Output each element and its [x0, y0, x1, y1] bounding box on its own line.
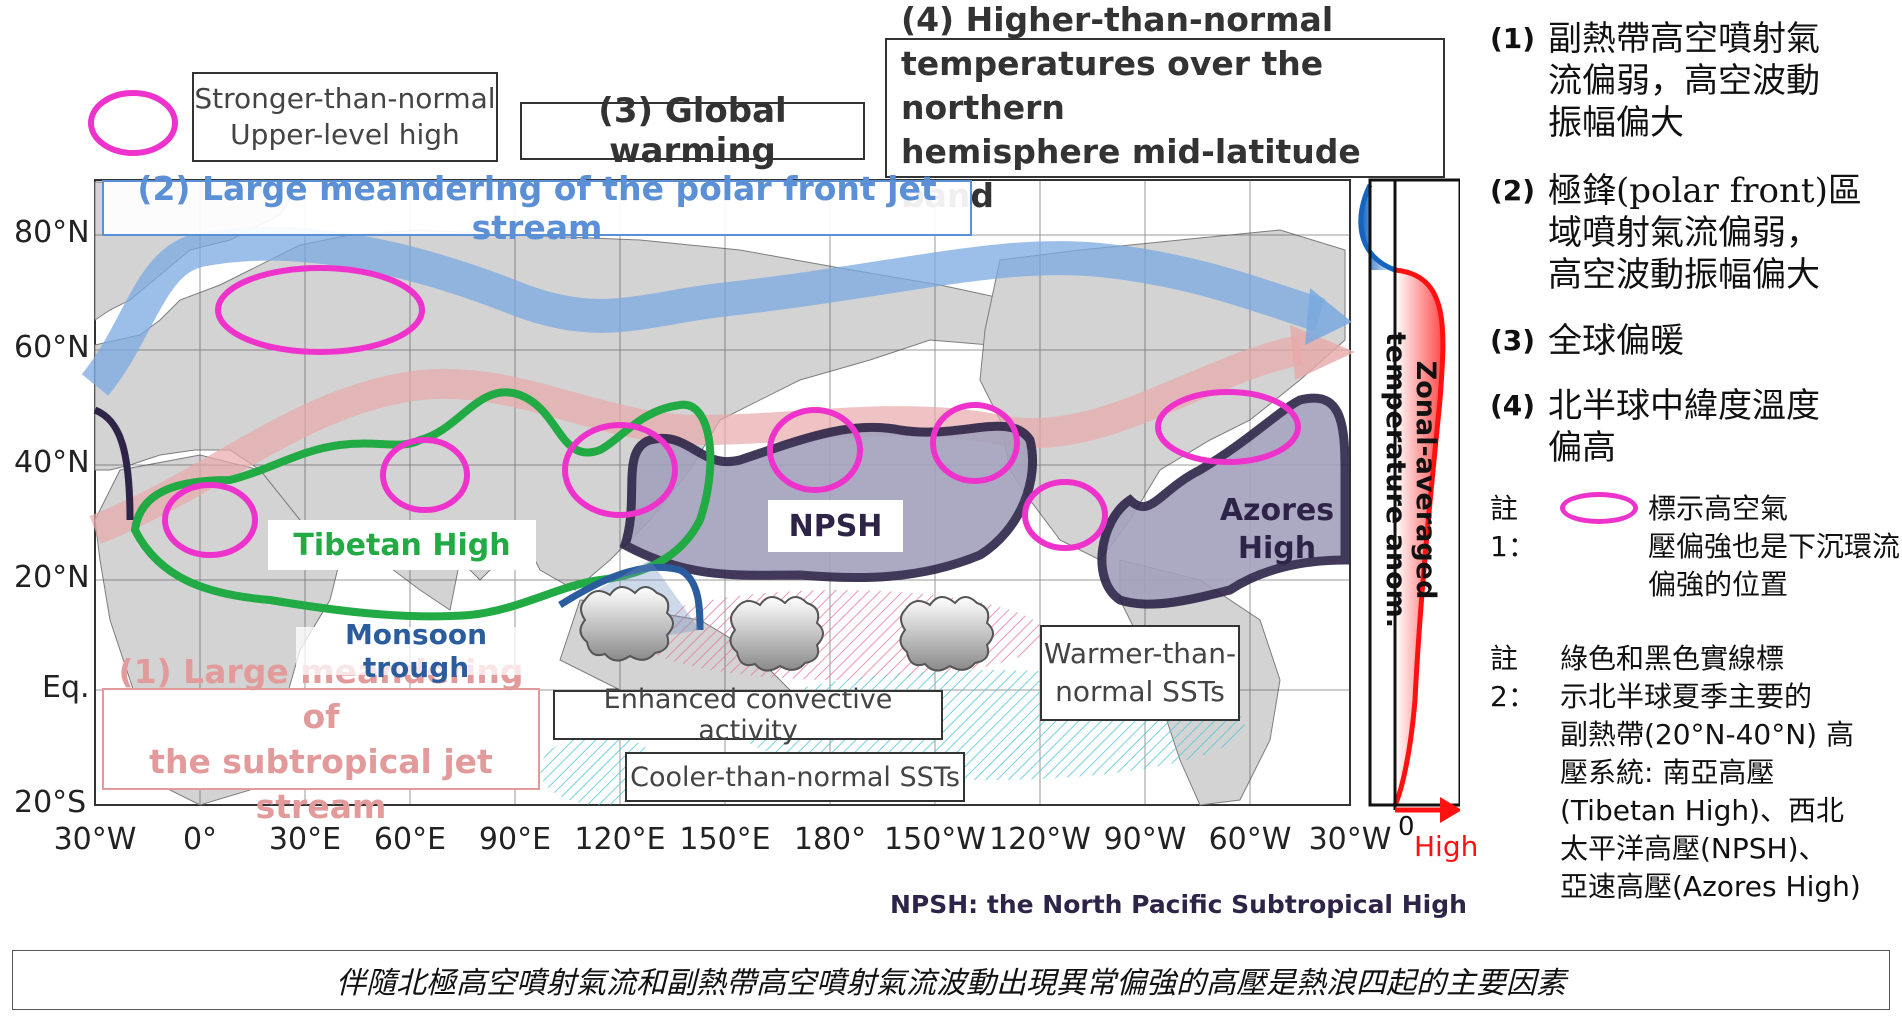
lon-label: 150°W [884, 822, 986, 857]
item-1-text: 副熱帶高空噴射氣 流偏弱，高空波動 振幅偏大 [1548, 19, 1820, 143]
high-marker-north-africa [162, 482, 258, 558]
right-panel-item-1: (1) 副熱帶高空噴射氣 流偏弱，高空波動 振幅偏大 [1490, 18, 1820, 144]
note-2: 註2： 綠色和黑色實線標 示北半球夏季主要的 副熱帶(20°N-40°N) 高 … [1490, 640, 1861, 906]
lat-label: 60°N [14, 330, 90, 365]
profile-axis-title-text: Zonal-averaged temperature anom. [1380, 331, 1441, 629]
right-panel-item-3: (3) 全球偏暖 [1490, 320, 1684, 362]
cooler-sst-box: Cooler-than-normal SSTs [625, 752, 965, 802]
item-2-text: 極鋒(polar front)區 域噴射氣流偏弱， 高空波動振幅偏大 [1548, 171, 1862, 295]
tibetan-high-text: Tibetan High [293, 527, 511, 563]
profile-high-arrowhead [1440, 797, 1460, 823]
lat-label: 20°N [14, 560, 90, 595]
note-2-label: 註2： [1490, 642, 1536, 713]
legend-marker-ellipse [88, 90, 178, 156]
cooler-sst-text: Cooler-than-normal SSTs [630, 761, 960, 793]
npsh-text: NPSH [788, 508, 883, 544]
polar-jet-box: (2) Large meandering of the polar front … [102, 169, 972, 247]
lon-label: 120°E [574, 822, 666, 857]
monsoon-trough-text: Monsoon trough [344, 618, 488, 684]
lon-label: 120°W [989, 822, 1091, 857]
note-2-text: 綠色和黑色實線標 示北半球夏季主要的 副熱帶(20°N-40°N) 高 壓系統:… [1560, 642, 1861, 903]
lon-label: 30°W [53, 822, 137, 857]
west-boundary-line [93, 406, 134, 521]
convective-box: Enhanced convective activity [553, 684, 943, 746]
high-marker-north-pacific-e [930, 402, 1020, 484]
tibetan-high-label: Tibetan High [268, 520, 536, 570]
caption-text: 伴隨北極高空噴射氣流和副熱帶高空噴射氣流波動出現異常偏強的高壓是熱浪四起的主要因… [336, 966, 1566, 1001]
monsoon-trough-label: Monsoon trough [296, 618, 536, 684]
high-marker-east-asia [562, 422, 678, 518]
item-3-text: 全球偏暖 [1548, 321, 1684, 361]
high-marker-north-atlantic [1155, 389, 1301, 465]
mid-latitude-box: (4) Higher-than-normal temperatures over… [885, 0, 1445, 215]
item-1-label: (1) [1490, 22, 1536, 55]
right-panel-item-4: (4) 北半球中緯度溫度 偏高 [1490, 385, 1820, 469]
high-marker-middle-east [380, 437, 470, 513]
global-warming-box: (3) Global warming [520, 91, 865, 171]
item-3-label: (3) [1490, 324, 1536, 357]
high-marker-north-pacific-w [767, 407, 863, 493]
high-marker-europe [215, 265, 425, 355]
note-1-marker-icon [1560, 492, 1638, 524]
lon-label: 90°W [1103, 822, 1187, 857]
tibetan-high-outline [130, 388, 715, 621]
lon-label: 90°E [478, 822, 552, 857]
polar-jet-arrowhead [1305, 288, 1352, 345]
profile-red-fill [1395, 270, 1443, 805]
npsh-note: NPSH: the North Pacific Subtropical High [890, 890, 1467, 919]
legend-box: Stronger-than-normal Upper-level high [192, 72, 498, 162]
profile-frame [1368, 178, 1460, 807]
lon-label: 150°E [679, 822, 771, 857]
warmer-sst-text: Warmer-than- normal SSTs [1043, 637, 1237, 708]
high-marker-mexico [1022, 479, 1108, 551]
profile-zero-label: 0 [1398, 812, 1415, 842]
monsoon-trough-line [558, 563, 704, 631]
cloud-1 [579, 586, 674, 662]
npsh-label: NPSH [768, 500, 903, 552]
note-1-label: 註1： [1490, 492, 1536, 563]
polar-jet-arrow [81, 226, 1325, 396]
lat-label: 40°N [14, 445, 90, 480]
lon-label: 60°W [1208, 822, 1292, 857]
lon-label: 0° [182, 822, 218, 857]
profile-red-curve [1392, 267, 1446, 807]
temperature-profile [1358, 178, 1460, 823]
item-4-label: (4) [1490, 389, 1536, 422]
caption-box: 伴隨北極高空噴射氣流和副熱帶高空噴射氣流波動出現異常偏強的高壓是熱浪四起的主要因… [12, 950, 1890, 1010]
cloud-3 [899, 596, 994, 672]
legend-text: Stronger-than-normal Upper-level high [194, 82, 496, 151]
lat-label: 80°N [14, 215, 90, 250]
cloud-2 [729, 596, 824, 672]
right-panel-item-2: (2) 極鋒(polar front)區 域噴射氣流偏弱， 高空波動振幅偏大 [1490, 170, 1862, 296]
item-2-label: (2) [1490, 174, 1536, 207]
profile-blue-curve [1358, 183, 1396, 273]
mid-latitude-text: (4) Higher-than-normal temperatures over… [901, 0, 1361, 215]
azores-high-text: Azores High [1219, 493, 1335, 566]
note-1: 註1： 標示高空氣 壓偏強也是下沉環流 偏強的位置 [1490, 490, 1900, 604]
note-1-text: 標示高空氣 壓偏強也是下沉環流 偏強的位置 [1648, 492, 1901, 601]
global-warming-text: (3) Global warming [598, 91, 787, 171]
warmer-sst-box: Warmer-than- normal SSTs [1040, 625, 1240, 721]
subtropical-jet-arrow [89, 335, 1304, 544]
azores-high-label: Azores High [1212, 488, 1342, 572]
convective-text: Enhanced convective activity [603, 684, 893, 746]
item-4-text: 北半球中緯度溫度 偏高 [1548, 386, 1820, 468]
lon-label: 30°E [268, 822, 342, 857]
lat-label: 20°S [14, 785, 87, 820]
lat-label: Eq. [42, 670, 90, 705]
lon-label: 60°E [373, 822, 447, 857]
polar-jet-text: (2) Large meandering of the polar front … [137, 169, 937, 247]
profile-high-label: High [1414, 830, 1479, 863]
convective-clouds [579, 586, 994, 672]
upper-high-markers [88, 90, 1301, 558]
lon-label: 180° [793, 822, 867, 857]
lon-label: 30°W [1308, 822, 1392, 857]
subtropical-jet-box: (1) Large meandering of the subtropical … [102, 652, 540, 826]
